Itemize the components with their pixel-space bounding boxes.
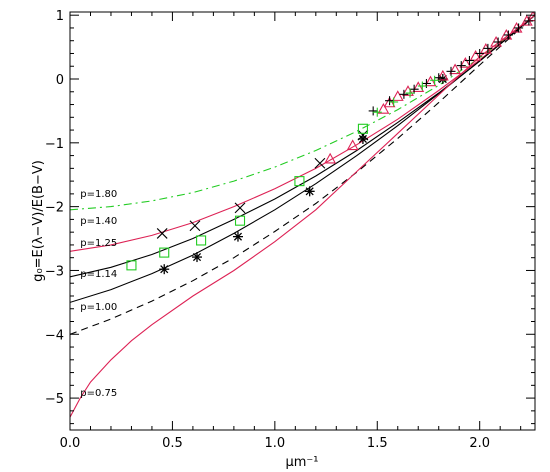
data-point-triangle xyxy=(469,50,482,61)
curve-label: p=1.80 xyxy=(80,189,117,200)
data-point-plus xyxy=(409,84,419,94)
data-point-square xyxy=(234,215,246,226)
data-point-plus xyxy=(503,30,513,40)
data-point-plus xyxy=(399,89,409,99)
marker-stroke xyxy=(314,157,326,169)
curve-label: p=1.40 xyxy=(80,216,117,227)
data-point-triangle xyxy=(324,152,337,164)
data-point-cross xyxy=(314,157,326,169)
curve-label: p=1.00 xyxy=(80,302,117,313)
points-layer xyxy=(126,12,535,275)
marker-stroke xyxy=(305,187,314,196)
data-point-plus xyxy=(464,56,474,66)
data-point-asterisk xyxy=(357,133,368,144)
marker-stroke xyxy=(233,232,243,241)
data-point-square xyxy=(357,123,368,134)
data-point-plus xyxy=(368,106,378,116)
data-point-plus xyxy=(434,73,444,83)
data-point-asterisk xyxy=(232,231,243,242)
data-point-plus xyxy=(421,78,431,88)
marker-stroke xyxy=(438,74,447,84)
data-point-plus xyxy=(430,75,440,85)
y-tick-label: 1 xyxy=(56,9,64,24)
curve-label: p=0.75 xyxy=(80,388,117,399)
curve-label: p=1.25 xyxy=(80,238,117,249)
data-point-plus xyxy=(475,48,485,58)
x-tick-label: 1.0 xyxy=(265,436,286,451)
data-point-square xyxy=(159,247,170,258)
data-point-asterisk xyxy=(304,186,315,197)
marker-stroke xyxy=(189,220,201,232)
data-point-plus xyxy=(372,107,382,117)
data-point-asterisk xyxy=(437,74,448,85)
y-tick-label: 0 xyxy=(56,73,64,88)
marker-stroke xyxy=(192,252,202,262)
model-curve xyxy=(70,14,535,335)
marker-stroke xyxy=(156,228,168,239)
data-point-cross xyxy=(189,220,201,232)
data-point-square xyxy=(126,260,137,271)
data-point-triangle xyxy=(436,69,449,81)
y-tick-label: −3 xyxy=(45,264,64,279)
y-tick-label: −5 xyxy=(45,392,64,407)
plot-clip-group xyxy=(70,12,535,418)
model-curve xyxy=(70,14,535,418)
data-point-triangle xyxy=(424,75,437,87)
model-curve xyxy=(70,14,535,278)
data-point-plus xyxy=(524,16,534,26)
data-point-plus xyxy=(417,81,427,91)
data-point-plus xyxy=(446,66,456,76)
data-point-plus xyxy=(405,88,415,98)
y-tick-label: −4 xyxy=(45,328,64,343)
x-tick-label: 0.0 xyxy=(60,436,81,451)
data-point-square xyxy=(196,235,207,246)
data-point-plus xyxy=(456,61,466,71)
data-point-cross xyxy=(234,202,246,214)
data-point-square xyxy=(294,176,305,187)
data-point-cross xyxy=(156,228,168,239)
model-curve xyxy=(70,14,535,252)
data-point-asterisk xyxy=(192,252,203,263)
marker-stroke xyxy=(234,202,246,214)
y-tick-label: −2 xyxy=(45,201,64,216)
y-axis-label: g₀=E(λ−V)/E(B−V) xyxy=(31,160,46,282)
data-point-plus xyxy=(389,97,399,107)
data-point-triangle xyxy=(459,57,472,68)
plot-frame xyxy=(69,11,536,431)
data-point-plus xyxy=(385,96,395,106)
data-point-triangle xyxy=(377,103,390,114)
data-point-triangle xyxy=(346,139,359,151)
data-point-triangle xyxy=(391,90,404,101)
curves-layer xyxy=(70,14,535,418)
data-point-plus xyxy=(483,43,493,53)
x-tick-label: 0.5 xyxy=(162,436,183,451)
data-point-triangle xyxy=(412,81,425,92)
marker-stroke xyxy=(358,134,367,144)
data-point-triangle xyxy=(449,63,462,75)
x-axis-label: μm⁻¹ xyxy=(285,455,318,470)
model-curve xyxy=(70,14,535,211)
data-point-plus xyxy=(493,37,503,47)
curve-labels-layer: p=1.80 p=1.40 p=1.25 p=1.14 p=1.00 p=0.75 xyxy=(80,189,117,399)
marker-stroke xyxy=(160,265,169,274)
data-point-asterisk xyxy=(159,264,170,275)
axes-layer: 0.0 0.5 1.0 1.5 2.0 −5 −4 −3 −2 −1 0 1 xyxy=(45,9,535,451)
x-tick-label: 1.5 xyxy=(367,436,388,451)
y-tick-label: −1 xyxy=(45,137,64,152)
x-tick-label: 2.0 xyxy=(469,436,490,451)
curve-label: p=1.14 xyxy=(80,269,117,280)
data-point-plus xyxy=(514,23,524,33)
